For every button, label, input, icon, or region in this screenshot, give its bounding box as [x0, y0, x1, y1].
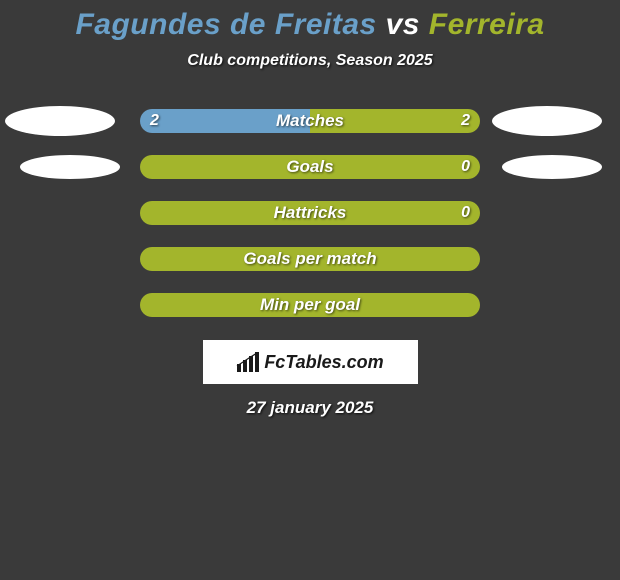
- bar-chart-icon: [236, 352, 260, 372]
- logo-text: FcTables.com: [264, 352, 383, 373]
- subtitle: Club competitions, Season 2025: [0, 52, 620, 70]
- title-player-left: Fagundes de Freitas: [75, 8, 376, 41]
- comparison-infographic: Fagundes de Freitas vs Ferreira Club com…: [0, 0, 620, 418]
- stat-row: 0Hattricks: [0, 190, 620, 236]
- stat-label: Hattricks: [140, 201, 480, 225]
- avatar-left: [20, 155, 120, 179]
- page-title: Fagundes de Freitas vs Ferreira: [0, 8, 620, 42]
- logo-box: FcTables.com: [203, 340, 418, 384]
- stat-bar: Min per goal: [140, 293, 480, 317]
- stat-label: Goals: [140, 155, 480, 179]
- stat-bar: 0Goals: [140, 155, 480, 179]
- stat-bar: Goals per match: [140, 247, 480, 271]
- stat-bar: 22Matches: [140, 109, 480, 133]
- title-player-right: Ferreira: [429, 8, 545, 41]
- stat-row: 0Goals: [0, 144, 620, 190]
- date-label: 27 january 2025: [0, 398, 620, 418]
- avatar-right: [492, 106, 602, 136]
- stat-label: Matches: [140, 109, 480, 133]
- stat-label: Min per goal: [140, 293, 480, 317]
- stat-row: Min per goal: [0, 282, 620, 328]
- stat-label: Goals per match: [140, 247, 480, 271]
- stat-bar: 0Hattricks: [140, 201, 480, 225]
- stat-row: Goals per match: [0, 236, 620, 282]
- avatar-right: [502, 155, 602, 179]
- stats-section: 22Matches 0Goals 0Hattricks Goals per match…: [0, 98, 620, 328]
- stat-row: 22Matches: [0, 98, 620, 144]
- title-vs: vs: [386, 8, 420, 41]
- avatar-left: [5, 106, 115, 136]
